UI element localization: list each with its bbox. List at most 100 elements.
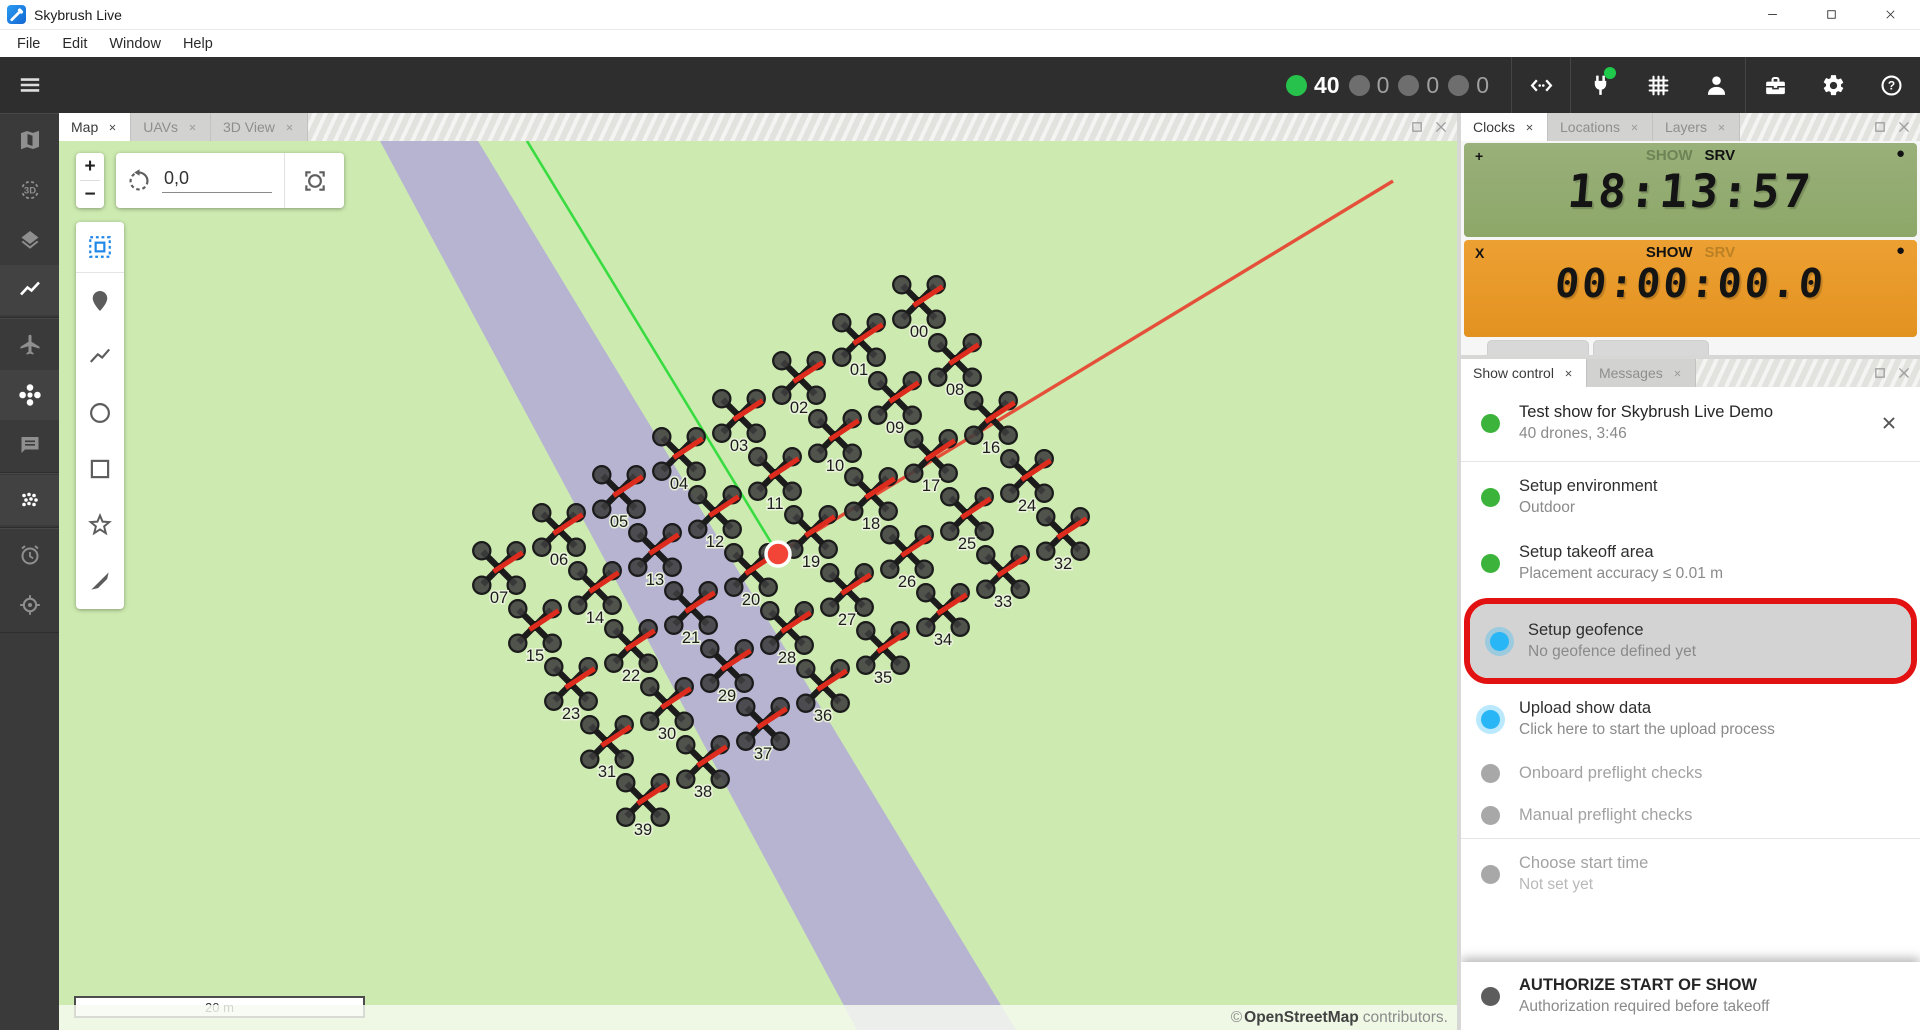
drone-marker[interactable]: 12 (689, 486, 741, 553)
step-choose-start-time[interactable]: Choose start time Not set yet (1461, 841, 1920, 907)
drone-marker[interactable]: 07 (473, 542, 525, 609)
drone-marker[interactable]: 25 (941, 488, 993, 555)
sidebar-item-show-control-page[interactable] (0, 370, 59, 420)
dock-maximize-button[interactable] (1870, 363, 1890, 383)
drone-marker[interactable]: 16 (965, 392, 1017, 459)
menu-window[interactable]: Window (109, 35, 161, 52)
drone-marker[interactable]: 10 (809, 410, 861, 477)
toolbox-button[interactable] (1746, 57, 1804, 113)
drone-marker[interactable]: 31 (581, 716, 633, 783)
drone-marker[interactable]: 24 (1001, 450, 1053, 517)
sidebar-item-messages[interactable] (0, 420, 59, 470)
tab-close-icon[interactable] (1524, 122, 1535, 133)
drone-marker[interactable]: 02 (773, 352, 825, 419)
connections-button[interactable] (1571, 57, 1629, 113)
close-window-button[interactable] (1861, 0, 1920, 29)
step-manual-preflight-checks[interactable]: Manual preflight checks (1461, 794, 1920, 836)
mesh-network-button[interactable] (1629, 57, 1687, 113)
drone-marker[interactable]: 33 (977, 546, 1029, 613)
drone-marker[interactable]: 32 (1037, 508, 1089, 575)
drone-marker[interactable]: 37 (737, 698, 789, 765)
step-upload-show-data[interactable]: Upload show data Click here to start the … (1461, 686, 1920, 752)
tab-locations[interactable]: Locations (1548, 113, 1653, 141)
zoom-out-button[interactable]: − (84, 183, 96, 205)
map-canvas[interactable]: 00 01 02 03 04 05 06 07 08 09 10 11 12 13 14 15 16 17 18 19… (59, 141, 1457, 1030)
drone-marker[interactable]: 13 (629, 524, 681, 591)
sidebar-item-datasets[interactable] (0, 265, 59, 315)
sidebar-item-map[interactable] (0, 115, 59, 165)
rotation-input[interactable] (162, 168, 272, 193)
status-counter[interactable]: 0 (1348, 72, 1389, 99)
drone-marker[interactable]: 08 (929, 334, 981, 401)
drone-marker[interactable]: 38 (677, 736, 729, 803)
drone-marker[interactable]: 30 (641, 678, 693, 745)
drone-marker[interactable]: 27 (821, 564, 873, 631)
drone-marker[interactable]: 05 (593, 466, 645, 533)
hamburger-menu-button[interactable] (0, 72, 59, 98)
tab-close-icon[interactable] (1672, 368, 1683, 379)
menu-help[interactable]: Help (182, 35, 213, 52)
tab-close-icon[interactable] (1716, 122, 1727, 133)
sidebar-item-light-control[interactable] (0, 475, 59, 525)
drone-marker[interactable]: 17 (905, 430, 957, 497)
dock-close-button[interactable] (1894, 363, 1914, 383)
status-counter[interactable]: 40 (1286, 72, 1340, 99)
dock-maximize-button[interactable] (1407, 117, 1427, 137)
status-counter[interactable]: 0 (1398, 72, 1439, 99)
tab-messages[interactable]: Messages (1586, 359, 1696, 387)
tab-layers[interactable]: Layers (1652, 113, 1740, 141)
step-setup-geofence[interactable]: Setup geofence No geofence defined yet (1470, 604, 1911, 678)
draw-rectangle-tool-button[interactable] (76, 441, 124, 497)
select-tool-button[interactable] (76, 222, 124, 272)
draw-circle-tool-button[interactable] (76, 385, 124, 441)
menu-file[interactable]: File (17, 35, 41, 52)
drone-marker[interactable]: 35 (857, 622, 909, 689)
drone-marker[interactable]: 26 (881, 526, 933, 593)
step-onboard-preflight-checks[interactable]: Onboard preflight checks (1461, 752, 1920, 794)
drone-marker[interactable]: 19 (785, 506, 837, 573)
tab-close-icon[interactable] (284, 122, 295, 133)
tab-map[interactable]: Map (59, 113, 132, 141)
drone-marker[interactable]: 39 (617, 774, 669, 841)
tab-close-icon[interactable] (1563, 368, 1574, 379)
drone-marker[interactable]: 34 (917, 584, 969, 651)
dock-maximize-button[interactable] (1870, 117, 1890, 137)
maximize-window-button[interactable] (1802, 0, 1861, 29)
draw-path-tool-button[interactable] (76, 329, 124, 385)
clear-show-button[interactable] (1878, 412, 1900, 434)
dock-close-button[interactable] (1894, 117, 1914, 137)
sidebar-item-clock-list[interactable] (0, 530, 59, 580)
tab-close-icon[interactable] (107, 122, 118, 133)
code-snippets-button[interactable] (1512, 57, 1570, 113)
cut-hole-tool-button[interactable] (76, 553, 124, 609)
drone-marker[interactable]: 18 (845, 468, 897, 535)
tab-clocks[interactable]: Clocks (1461, 113, 1549, 141)
drone-marker[interactable]: 22 (605, 620, 657, 687)
tab-close-icon[interactable] (1629, 122, 1640, 133)
settings-button[interactable] (1804, 57, 1862, 113)
sidebar-item-uav-list[interactable] (0, 320, 59, 370)
step-setup-takeoff-area[interactable]: Setup takeoff area Placement accuracy ≤ 0… (1461, 530, 1920, 596)
zoom-in-button[interactable]: + (84, 155, 96, 177)
sidebar-item-layer-list[interactable] (0, 215, 59, 265)
fit-all-drones-button[interactable] (285, 168, 344, 194)
drone-marker[interactable]: 09 (869, 372, 921, 439)
sidebar-item-location[interactable] (0, 580, 59, 630)
drone-marker[interactable]: 28 (761, 602, 813, 669)
account-button[interactable] (1687, 57, 1745, 113)
drone-marker[interactable]: 14 (569, 562, 621, 629)
drone-marker[interactable]: 29 (701, 640, 753, 707)
map-origin-marker[interactable] (764, 540, 792, 568)
drone-marker[interactable]: 00 (893, 276, 945, 343)
authorize-start-item[interactable]: AUTHORIZE START OF SHOW Authorization re… (1461, 962, 1920, 1030)
menu-edit[interactable]: Edit (62, 35, 88, 52)
tab-uavs[interactable]: UAVs (131, 113, 211, 141)
dock-close-button[interactable] (1431, 117, 1451, 137)
tab-3d-view[interactable]: 3D View (210, 113, 308, 141)
drone-marker[interactable]: 21 (665, 582, 717, 649)
drone-marker[interactable]: 20 (725, 544, 777, 611)
loaded-show-item[interactable]: Test show for Skybrush Live Demo 40 dron… (1461, 387, 1920, 459)
help-button[interactable] (1862, 57, 1920, 113)
tab-show-control[interactable]: Show control (1461, 359, 1587, 387)
status-counter[interactable]: 0 (1448, 72, 1489, 99)
